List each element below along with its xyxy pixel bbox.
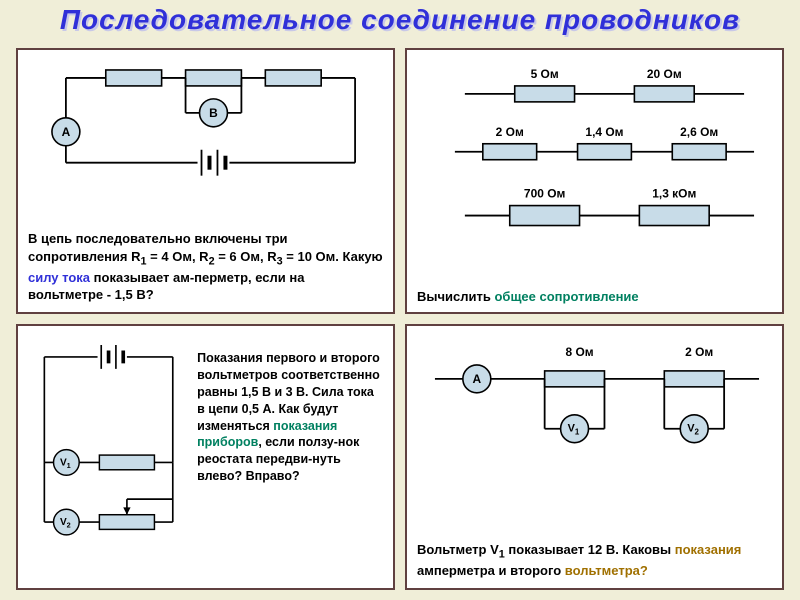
circuit-diagram-3: V1 V2 [26, 334, 191, 550]
problem-1-text: В цепь последовательно включены три сопр… [28, 230, 383, 304]
p1-t2: = 4 Ом, R [150, 249, 208, 264]
panel-problem-1: В А В цепь последовательно включены три … [16, 48, 395, 314]
p1-sub1: 1 [141, 255, 147, 267]
p2-r1-lbl-2: 20 Ом [647, 67, 682, 81]
p4-v1s: 1 [575, 428, 580, 437]
meter-label-A: А [62, 125, 71, 139]
p4-t1: Вольтметр V [417, 542, 499, 557]
p1-sub2: 2 [209, 255, 215, 267]
p3-v2s: 2 [67, 521, 71, 530]
p2-r3-lbl-2: 1,3 кОм [652, 187, 696, 201]
problem-4-text: Вольтметр V1 показывает 12 В. Каковы пок… [417, 541, 772, 580]
p1-t4: = 10 Ом. Какую [286, 249, 382, 264]
panel-problem-4: 8 Ом 2 Ом А V1 V2 [405, 324, 784, 590]
circuit-diagram-4: 8 Ом 2 Ом А V1 V2 [415, 334, 774, 484]
p4-hl1: показания [675, 542, 742, 557]
p2-t1: Вычислить [417, 289, 494, 304]
circuit-diagram-1: В А [26, 58, 385, 208]
p2-r2-lbl-3: 2,6 Ом [680, 125, 718, 139]
p2-r1-lbl-1: 5 Ом [531, 67, 559, 81]
p1-sub3: 3 [277, 255, 283, 267]
p2-hl: общее сопротивление [494, 289, 638, 304]
page-title: Последовательное соединение проводников [0, 0, 800, 42]
problem-3-text: Показания первого и второго вольтметров … [197, 334, 385, 580]
panels-grid: В А В цепь последовательно включены три … [16, 48, 784, 590]
p2-r2-lbl-2: 1,4 Ом [585, 125, 623, 139]
circuit-diagram-2: 5 Ом 20 Ом 2 Ом 1,4 Ом 2,6 Ом 700 Ом 1,3… [415, 58, 774, 257]
meter-label-B: В [209, 106, 218, 120]
panel-problem-2: 5 Ом 20 Ом 2 Ом 1,4 Ом 2,6 Ом 700 Ом 1,3… [405, 48, 784, 314]
p4-sub: 1 [499, 549, 505, 561]
p1-t3: = 6 Ом, R [218, 249, 276, 264]
p3-v1s: 1 [67, 461, 71, 470]
p1-hl: силу тока [28, 270, 90, 285]
p4-r2-lbl: 2 Ом [685, 345, 713, 359]
p2-r3-lbl-1: 700 Ом [524, 187, 565, 201]
panel-problem-3: V1 V2 [16, 324, 395, 590]
p4-v2s: 2 [695, 428, 700, 437]
problem-2-text: Вычислить общее сопротивление [417, 288, 772, 306]
p4-t3: амперметра и второго [417, 563, 565, 578]
p4-t2: показывает 12 В. Каковы [508, 542, 674, 557]
p4-r1-lbl: 8 Ом [565, 345, 593, 359]
p2-r2-lbl-1: 2 Ом [496, 125, 524, 139]
p4-hl2: вольтметра? [565, 563, 648, 578]
p4-meter-A: А [473, 372, 482, 386]
